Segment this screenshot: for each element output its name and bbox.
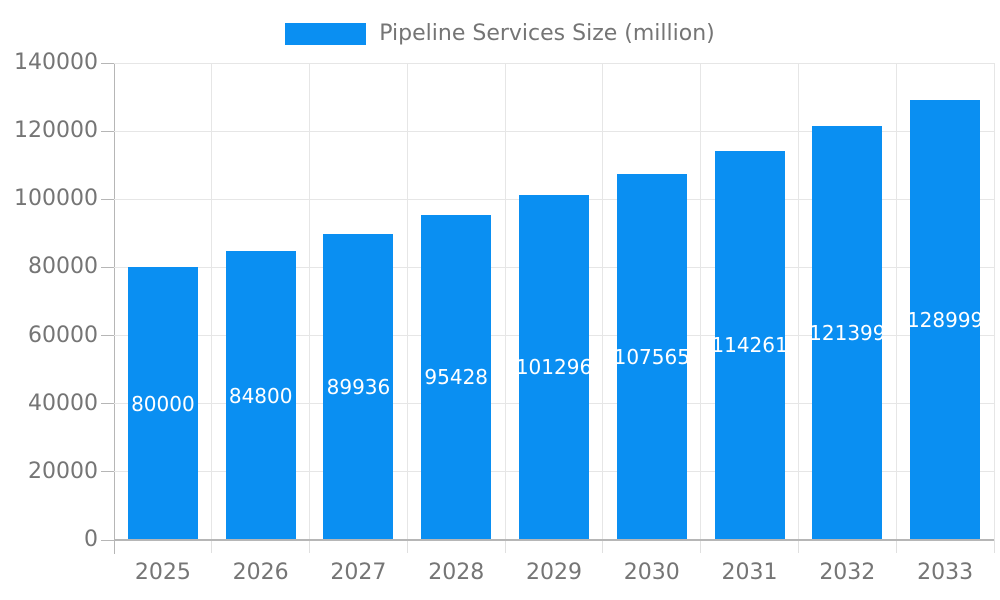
- bar[interactable]: 121399: [812, 126, 883, 540]
- gridline-h: [114, 130, 994, 132]
- y-axis-tick: [101, 266, 114, 268]
- x-axis-tick-label: 2028: [428, 560, 485, 585]
- y-axis-tick: [101, 403, 114, 405]
- bar-value-label: 80000: [131, 391, 195, 416]
- x-axis-tick: [113, 540, 115, 554]
- legend[interactable]: Pipeline Services Size (million): [0, 22, 1000, 45]
- plot-area: 80000 84800 89936 95428 101296 107565 114261 12…: [101, 62, 995, 554]
- y-axis-tick: [101, 335, 114, 337]
- y-axis-tick: [101, 62, 114, 64]
- y-axis-line: [114, 63, 115, 540]
- x-axis-tick: [211, 540, 213, 553]
- gridline-v: [211, 63, 213, 540]
- x-axis-tick-label: 2033: [917, 560, 974, 585]
- x-axis-tick: [504, 540, 506, 553]
- x-axis-tick: [309, 540, 311, 553]
- gridline-v: [700, 63, 702, 540]
- gridline-v: [309, 63, 311, 540]
- gridline-v: [504, 63, 506, 540]
- gridline-h: [114, 62, 994, 64]
- y-axis-tick-label: 140000: [14, 50, 98, 75]
- y-axis-tick: [101, 539, 114, 541]
- legend-swatch: [285, 22, 367, 45]
- x-axis: 2025 2026 2027 2028 2029 2030 2031 2032 2033: [114, 557, 994, 591]
- bar[interactable]: 114261: [714, 150, 785, 540]
- bar-value-label: 107565: [616, 344, 687, 369]
- y-axis-tick: [101, 471, 114, 473]
- bar-value-label: 89936: [326, 374, 391, 399]
- y-axis-tick-label: 100000: [14, 186, 98, 212]
- y-axis: 0 20000 40000 60000 80000 100000 120000 140000: [0, 50, 98, 552]
- gridline-v: [993, 63, 995, 540]
- x-axis-tick: [700, 540, 702, 553]
- bar-value-label: 84800: [228, 383, 293, 408]
- gridline-v: [602, 63, 604, 540]
- y-axis-tick-label: 60000: [28, 322, 98, 348]
- bar-value-label: 114261: [714, 333, 785, 358]
- x-axis-tick: [895, 540, 897, 553]
- bar-value-label: 121399: [812, 321, 883, 346]
- x-axis-line: [114, 539, 994, 541]
- bar[interactable]: 128999: [910, 100, 981, 540]
- gridline-v: [406, 63, 408, 540]
- x-axis-tick: [602, 540, 604, 553]
- bar[interactable]: 89936: [323, 233, 394, 540]
- x-axis-tick-label: 2031: [721, 560, 778, 585]
- bar[interactable]: 101296: [519, 194, 589, 540]
- x-axis-tick-label: 2032: [819, 560, 876, 585]
- bar-value-label: 101296: [519, 355, 589, 380]
- y-axis-tick-label: 0: [84, 527, 98, 552]
- x-axis-tick-label: 2027: [330, 560, 387, 585]
- y-axis-tick-label: 80000: [28, 254, 98, 280]
- y-axis-tick-label: 120000: [14, 118, 98, 144]
- y-axis-tick-label: 20000: [28, 458, 98, 484]
- x-axis-tick: [797, 540, 799, 553]
- legend-label: Pipeline Services Size (million): [379, 21, 715, 46]
- bar-value-label: 128999: [910, 308, 981, 333]
- gridline-v: [797, 63, 799, 540]
- bar[interactable]: 80000: [127, 267, 198, 540]
- y-axis-tick: [101, 130, 114, 132]
- bar[interactable]: 84800: [225, 251, 296, 540]
- bar[interactable]: 107565: [616, 173, 687, 540]
- x-axis-tick-label: 2026: [232, 560, 289, 585]
- gridline-v: [895, 63, 897, 540]
- x-axis-tick: [406, 540, 408, 553]
- y-axis-tick: [101, 198, 114, 200]
- x-axis-tick-label: 2029: [525, 560, 582, 585]
- bar-value-label: 95428: [424, 365, 489, 390]
- y-axis-tick-label: 40000: [28, 390, 98, 416]
- x-axis-tick: [993, 540, 995, 553]
- x-axis-tick-label: 2030: [623, 560, 680, 585]
- bar[interactable]: 95428: [421, 214, 492, 540]
- x-axis-tick-label: 2025: [134, 560, 191, 585]
